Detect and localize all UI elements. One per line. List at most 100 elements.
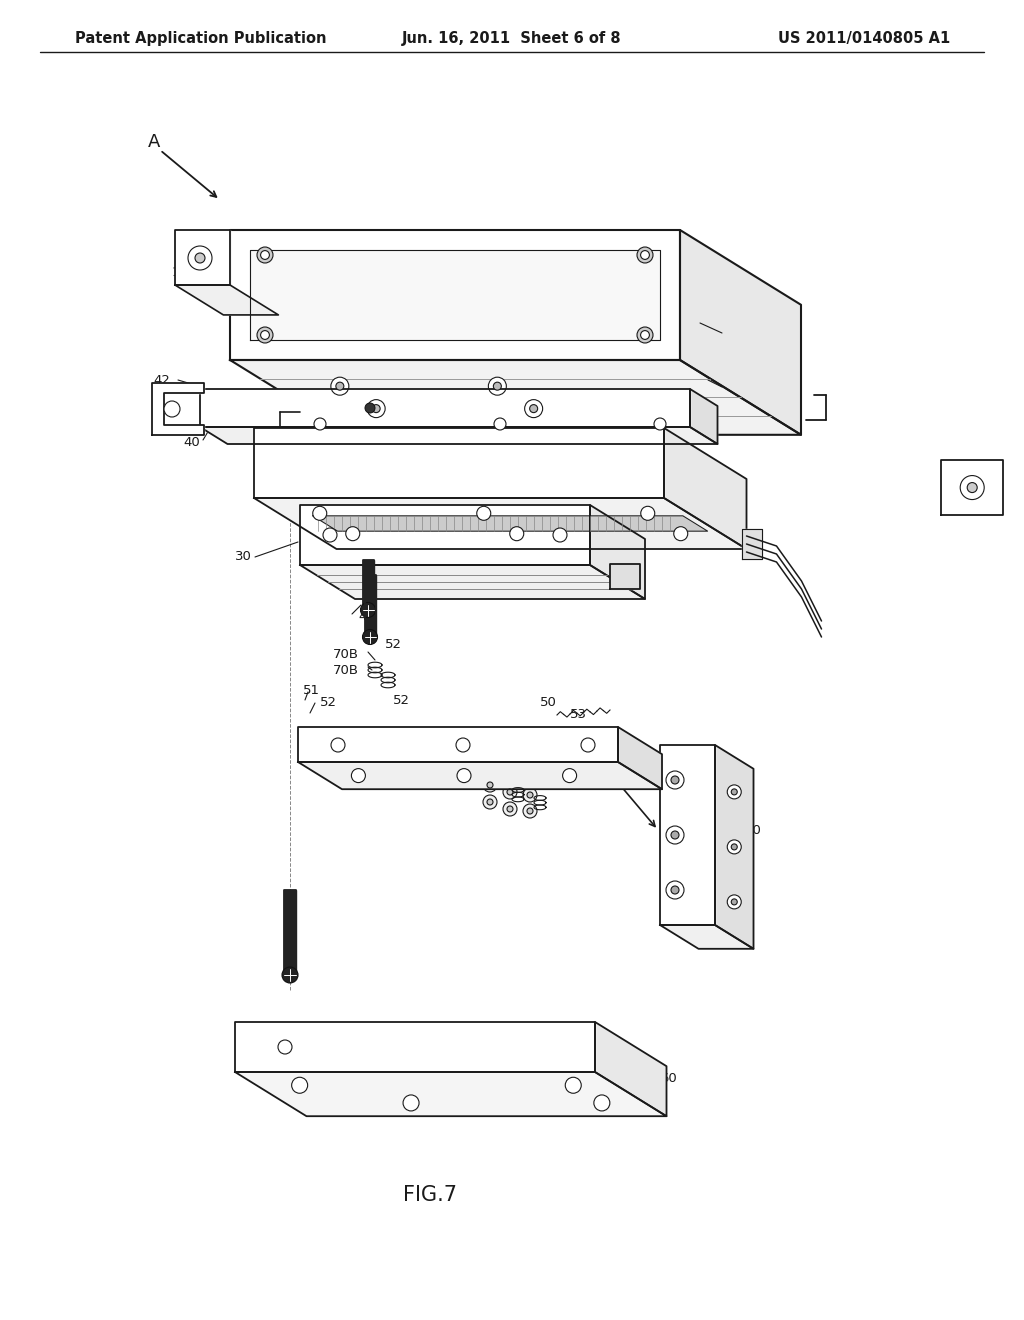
- Circle shape: [457, 768, 471, 783]
- Circle shape: [477, 507, 490, 520]
- Text: 13: 13: [725, 384, 742, 396]
- Text: 24: 24: [680, 479, 697, 491]
- Circle shape: [312, 507, 327, 520]
- Circle shape: [365, 403, 375, 413]
- Text: 25: 25: [620, 432, 637, 445]
- Polygon shape: [595, 1022, 667, 1117]
- Text: 52: 52: [393, 693, 410, 706]
- Circle shape: [257, 247, 273, 263]
- Circle shape: [360, 602, 376, 618]
- Polygon shape: [230, 230, 680, 360]
- Text: 31: 31: [534, 557, 551, 569]
- Circle shape: [507, 807, 513, 812]
- Circle shape: [527, 792, 534, 799]
- Circle shape: [164, 401, 180, 417]
- Text: 43: 43: [330, 407, 347, 420]
- Circle shape: [331, 378, 349, 395]
- Polygon shape: [660, 925, 754, 949]
- Circle shape: [529, 405, 538, 413]
- Polygon shape: [365, 576, 376, 638]
- Text: 52: 52: [735, 863, 752, 876]
- Text: 52: 52: [730, 902, 746, 915]
- Text: FIG.7: FIG.7: [403, 1185, 457, 1205]
- Text: 51: 51: [303, 684, 319, 697]
- Text: 20: 20: [635, 474, 652, 487]
- Polygon shape: [300, 565, 645, 599]
- Text: 12: 12: [172, 265, 189, 279]
- Text: 44: 44: [358, 610, 375, 623]
- Polygon shape: [254, 428, 664, 498]
- Text: 50: 50: [745, 824, 762, 837]
- Polygon shape: [362, 560, 374, 610]
- Circle shape: [346, 527, 359, 541]
- Text: 70B: 70B: [333, 648, 359, 661]
- Circle shape: [562, 768, 577, 783]
- Polygon shape: [618, 727, 662, 789]
- Circle shape: [731, 899, 737, 906]
- Circle shape: [331, 738, 345, 752]
- Polygon shape: [175, 285, 279, 315]
- Polygon shape: [610, 564, 640, 589]
- Text: 42: 42: [153, 374, 170, 387]
- Polygon shape: [230, 360, 801, 434]
- Circle shape: [731, 789, 737, 795]
- Polygon shape: [200, 389, 690, 426]
- Polygon shape: [234, 1072, 667, 1117]
- Text: 70B: 70B: [333, 664, 359, 676]
- Circle shape: [368, 400, 385, 417]
- Circle shape: [671, 886, 679, 894]
- Polygon shape: [234, 1022, 595, 1072]
- Circle shape: [523, 804, 537, 818]
- Circle shape: [565, 1077, 582, 1093]
- Polygon shape: [254, 498, 746, 549]
- Text: 11: 11: [330, 371, 347, 384]
- Polygon shape: [200, 426, 718, 444]
- Polygon shape: [715, 744, 754, 949]
- Polygon shape: [664, 428, 746, 549]
- Circle shape: [503, 785, 517, 799]
- Polygon shape: [175, 230, 230, 285]
- Circle shape: [372, 405, 380, 413]
- Circle shape: [727, 785, 741, 799]
- Text: Patent Application Publication: Patent Application Publication: [75, 30, 327, 45]
- Text: 41: 41: [364, 391, 381, 404]
- Polygon shape: [250, 249, 660, 341]
- Circle shape: [666, 880, 684, 899]
- Circle shape: [727, 895, 741, 909]
- Text: 22: 22: [335, 441, 352, 454]
- Polygon shape: [300, 506, 590, 565]
- Text: 21: 21: [600, 463, 617, 477]
- Circle shape: [510, 527, 523, 541]
- Circle shape: [503, 803, 517, 816]
- Circle shape: [637, 327, 653, 343]
- Circle shape: [257, 327, 273, 343]
- Text: 23: 23: [612, 446, 629, 459]
- Circle shape: [666, 826, 684, 843]
- Polygon shape: [298, 727, 618, 762]
- Polygon shape: [284, 890, 296, 975]
- Polygon shape: [741, 529, 762, 558]
- Circle shape: [323, 528, 337, 543]
- Polygon shape: [152, 383, 204, 436]
- Circle shape: [278, 1040, 292, 1053]
- Circle shape: [362, 630, 378, 644]
- Polygon shape: [590, 506, 645, 599]
- Circle shape: [654, 418, 666, 430]
- Circle shape: [314, 418, 326, 430]
- Circle shape: [968, 483, 977, 492]
- Circle shape: [282, 968, 298, 983]
- Polygon shape: [690, 389, 718, 444]
- Circle shape: [641, 507, 654, 520]
- Circle shape: [260, 330, 269, 339]
- Text: 10: 10: [726, 329, 742, 342]
- Circle shape: [594, 1096, 610, 1111]
- Circle shape: [731, 843, 737, 850]
- Text: 52: 52: [319, 697, 337, 710]
- Polygon shape: [313, 516, 708, 531]
- Circle shape: [488, 378, 506, 395]
- Circle shape: [195, 253, 205, 263]
- Text: 23: 23: [545, 539, 562, 552]
- Text: 30: 30: [234, 550, 252, 564]
- Circle shape: [403, 1096, 419, 1111]
- Circle shape: [487, 781, 493, 788]
